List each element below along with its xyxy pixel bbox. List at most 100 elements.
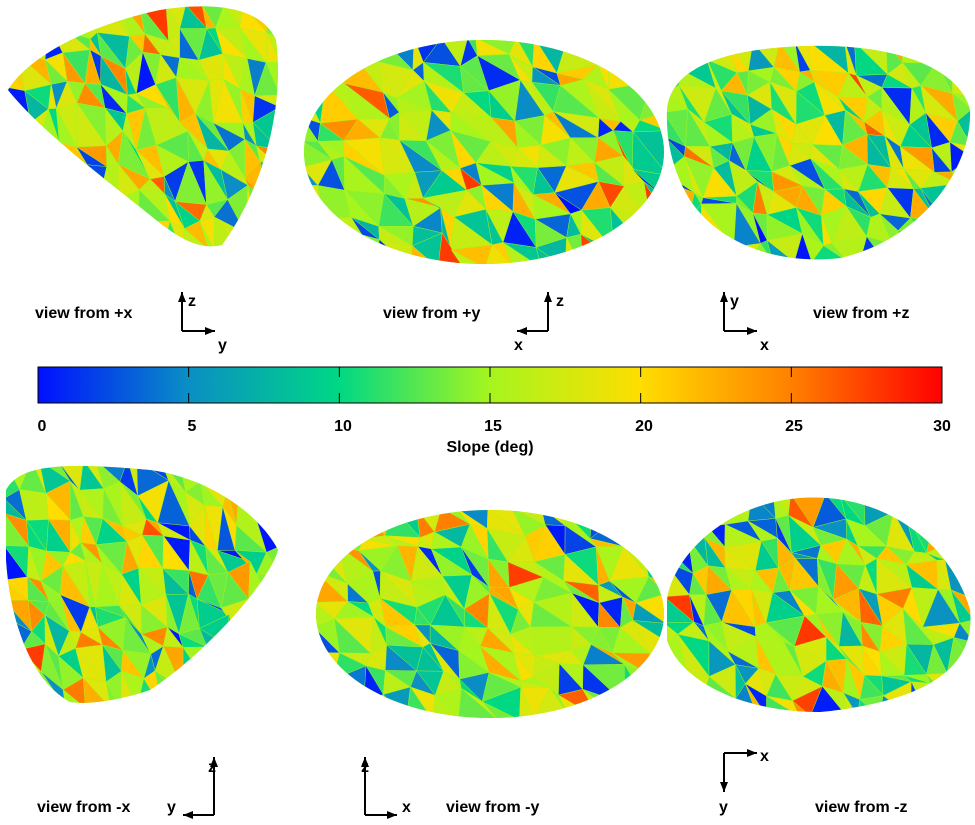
facet: [99, 196, 119, 228]
facet: [667, 508, 689, 546]
facet: [6, 678, 30, 703]
asteroid-view-1: [304, 40, 664, 264]
facet: [878, 695, 912, 712]
facet: [258, 466, 278, 496]
axis-label: z: [188, 293, 196, 310]
facet: [361, 234, 380, 264]
facet: [636, 510, 664, 525]
facet: [316, 539, 340, 549]
colorbar-tick-label: 30: [933, 418, 951, 435]
facet: [117, 199, 139, 227]
view-label-plus-x: view from +x: [35, 305, 132, 322]
facet: [687, 203, 702, 237]
facet: [234, 626, 257, 663]
facet: [644, 523, 664, 548]
facet: [666, 236, 688, 260]
view-label-minus-x: view from -x: [37, 799, 130, 816]
facet: [926, 516, 956, 554]
colorbar-tick-label: 10: [334, 418, 352, 435]
facet: [666, 204, 678, 246]
facet: [325, 59, 345, 84]
facet: [645, 699, 664, 718]
facet: [8, 150, 21, 167]
facet: [952, 75, 971, 97]
facet: [304, 248, 337, 264]
facet: [952, 45, 971, 77]
axis-label: z: [361, 759, 369, 776]
facet: [16, 6, 48, 38]
facet: [98, 214, 120, 247]
facet: [926, 674, 951, 700]
facet: [941, 214, 971, 241]
facet: [6, 681, 30, 703]
facet: [580, 40, 615, 63]
facet: [23, 671, 44, 703]
facet: [19, 166, 51, 197]
facet: [259, 598, 278, 630]
facet: [8, 187, 28, 216]
facet: [57, 211, 86, 247]
axis-triads: [178, 292, 757, 819]
axis-label: x: [760, 337, 769, 354]
facet: [206, 646, 227, 683]
facet: [681, 692, 711, 712]
facet: [182, 682, 207, 703]
facet: [98, 195, 119, 227]
facet: [667, 662, 683, 697]
facet: [215, 466, 247, 481]
facet: [930, 683, 956, 712]
facet: [792, 700, 811, 712]
facet: [941, 183, 971, 216]
facet: [943, 497, 971, 526]
facet: [226, 644, 246, 678]
facet: [106, 163, 119, 201]
facet: [458, 687, 499, 718]
facet: [8, 214, 19, 247]
axis-label: y: [218, 337, 227, 354]
facet: [57, 211, 79, 247]
facet: [84, 185, 99, 234]
facet: [17, 36, 46, 60]
colorbar-tick-label: 5: [188, 418, 197, 435]
facet: [880, 497, 906, 512]
facet: [334, 510, 365, 539]
facet: [325, 40, 353, 61]
facet: [203, 466, 228, 491]
facet: [484, 244, 515, 264]
facet: [247, 184, 265, 233]
facet: [96, 214, 120, 247]
arrow-head: [361, 757, 369, 767]
facet: [949, 682, 971, 712]
facet: [959, 508, 971, 551]
facet: [666, 236, 688, 260]
facet: [316, 679, 342, 692]
facet: [645, 221, 664, 252]
facet: [182, 646, 208, 683]
facet: [946, 673, 971, 700]
asteroid-view-0: [8, 6, 278, 247]
facet: [666, 69, 682, 86]
facet: [451, 249, 486, 264]
facet: [676, 235, 712, 260]
facet: [591, 510, 626, 523]
view-label-minus-y: view from -y: [446, 799, 539, 816]
facet: [676, 244, 711, 260]
arrow-head: [183, 811, 193, 819]
arrow-head: [205, 327, 215, 335]
facet: [47, 6, 68, 32]
facet: [60, 6, 91, 40]
facet: [645, 58, 664, 91]
facet: [215, 466, 241, 491]
colorbar-tick-label: 20: [635, 418, 653, 435]
facet: [37, 211, 66, 247]
facet: [685, 497, 708, 527]
arrow-head: [210, 757, 218, 767]
colorbar-tick-label: 15: [484, 418, 502, 435]
facet: [363, 510, 386, 539]
facet: [8, 188, 18, 233]
facet: [481, 701, 520, 718]
facet: [255, 652, 278, 678]
facet: [933, 219, 943, 246]
facet: [910, 681, 931, 712]
facet: [334, 510, 365, 540]
